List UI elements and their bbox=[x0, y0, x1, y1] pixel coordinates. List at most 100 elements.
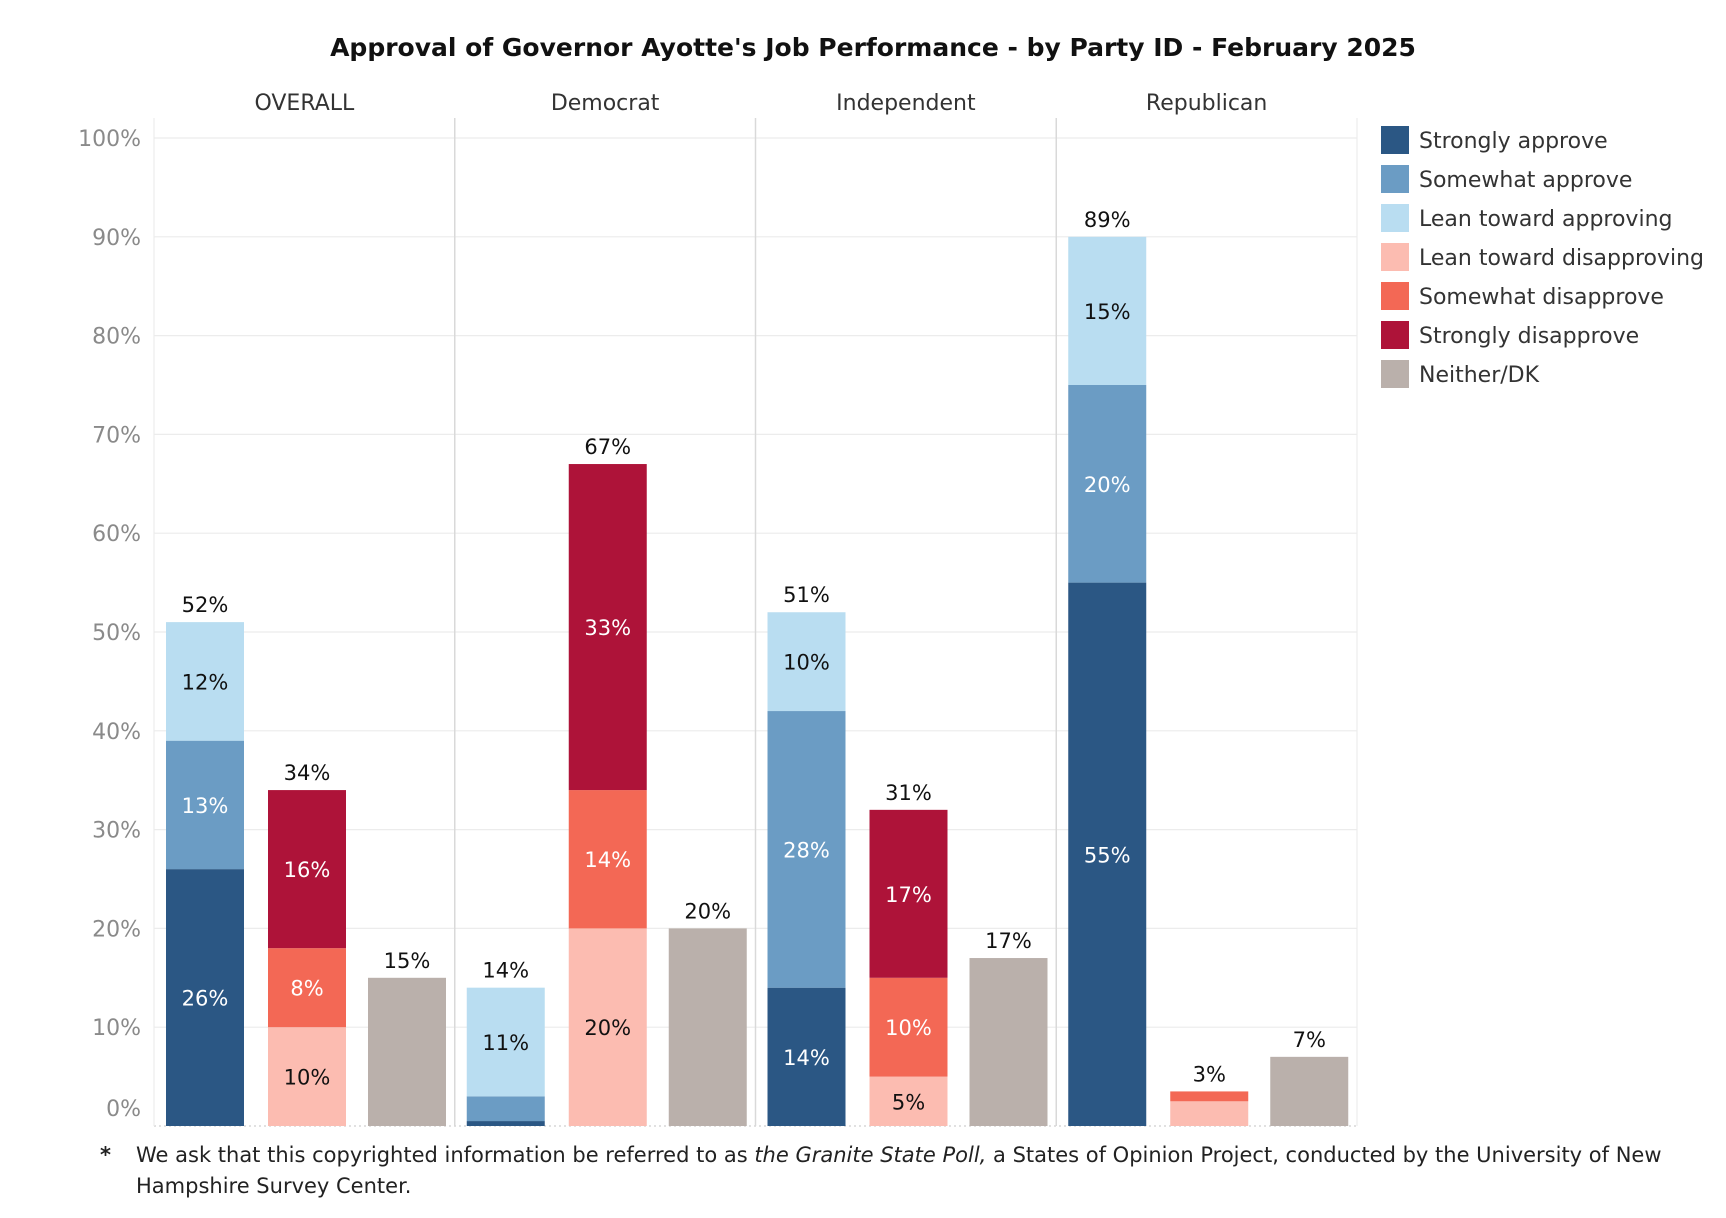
y-tick-10: 10% bbox=[92, 1016, 141, 1041]
y-tick-80: 80% bbox=[92, 325, 141, 350]
footnote-poll-name: the Granite State Poll, bbox=[754, 1143, 987, 1167]
total-label-independent-neither-dk: 17% bbox=[985, 929, 1032, 953]
bar-democrat-lean-toward-approving bbox=[466, 987, 545, 1097]
legend: Strongly approve Somewhat approve Lean tow… bbox=[1381, 126, 1704, 388]
segment-label-democrat-lean-toward-disapproving: 20% bbox=[584, 1016, 631, 1040]
segment-label-overall-strongly-approve: 26% bbox=[182, 987, 229, 1011]
panel-header-independent: Independent bbox=[836, 91, 976, 116]
segment-label-independent-lean-toward-disapproving: 5% bbox=[892, 1090, 925, 1114]
bar-independent-lean-toward-approving bbox=[767, 612, 846, 712]
footnote: * We ask that this copyrighted informati… bbox=[100, 1140, 1670, 1202]
bar-independent-somewhat-approve bbox=[767, 711, 846, 988]
bar-republican-strongly-approve bbox=[1068, 582, 1147, 1126]
segment-label-independent-somewhat-approve: 28% bbox=[783, 838, 830, 862]
segment-label-overall-somewhat-disapprove: 8% bbox=[290, 977, 323, 1001]
segment-label-overall-lean-toward-disapproving: 10% bbox=[284, 1066, 331, 1090]
segment-label-democrat-somewhat-disapprove: 14% bbox=[584, 848, 631, 872]
segment-label-independent-lean-toward-approving: 10% bbox=[783, 651, 830, 675]
chart-title: Approval of Governor Ayotte's Job Perfor… bbox=[330, 33, 1416, 62]
bar-independent-neither-dk bbox=[969, 958, 1048, 1126]
segment-label-republican-strongly-approve: 55% bbox=[1084, 843, 1131, 867]
segment-label-independent-strongly-disapprove: 17% bbox=[885, 883, 932, 907]
legend-label-neither-dk: Neither/DK bbox=[1419, 363, 1540, 388]
segment-label-democrat-lean-toward-approving: 11% bbox=[482, 1031, 529, 1055]
total-label-democrat-neither-dk: 20% bbox=[684, 899, 731, 923]
bar-republican-somewhat-disapprove bbox=[1170, 1091, 1249, 1102]
footnote-star: * bbox=[100, 1143, 111, 1167]
bar-republican-lean-toward-disapproving bbox=[1170, 1101, 1249, 1126]
legend-label-somewhat-disapprove: Somewhat disapprove bbox=[1419, 285, 1664, 310]
legend-swatch-strongly-disapprove bbox=[1381, 321, 1409, 349]
bar-republican-neither-dk bbox=[1270, 1056, 1349, 1126]
total-label-overall-neither-dk: 15% bbox=[384, 949, 431, 973]
y-tick-90: 90% bbox=[92, 226, 141, 251]
footnote-text-before: We ask that this copyrighted information… bbox=[136, 1143, 755, 1167]
y-tick-100: 100% bbox=[78, 127, 141, 152]
chart: Approval of Governor Ayotte's Job Perfor… bbox=[78, 33, 1704, 1127]
bar-independent-somewhat-disapprove bbox=[869, 977, 948, 1077]
bar-democrat-strongly-approve bbox=[466, 1121, 545, 1126]
footnote-text: We ask that this copyrighted information… bbox=[136, 1140, 1670, 1202]
segment-label-overall-somewhat-approve: 13% bbox=[182, 794, 229, 818]
y-tick-50: 50% bbox=[92, 621, 141, 646]
segment-label-independent-strongly-approve: 14% bbox=[783, 1046, 830, 1070]
bar-independent-strongly-disapprove bbox=[869, 809, 948, 978]
bar-democrat-lean-toward-disapproving bbox=[568, 928, 647, 1126]
legend-swatch-somewhat-disapprove bbox=[1381, 282, 1409, 310]
bar-overall-somewhat-approve bbox=[166, 740, 244, 870]
y-tick-60: 60% bbox=[92, 522, 141, 547]
footnote-text-after: a States of Opinion Project, conducted b… bbox=[136, 1143, 1662, 1198]
gridlines bbox=[153, 118, 1358, 1127]
y-axis-ticks: 0% 10% 20% 30% 40% 50% 60% 70% 80% 90% 100% bbox=[78, 127, 141, 1122]
legend-swatch-lean-toward-approving bbox=[1381, 204, 1409, 232]
total-label-republican-disapprove: 3% bbox=[1193, 1062, 1226, 1086]
bar-labels: 26% 13% 12% 52% 10% 8% 16% 34% 15% 11% 14% 20% 14% 33… bbox=[182, 208, 1326, 1115]
panel-header-democrat: Democrat bbox=[551, 91, 660, 116]
y-tick-40: 40% bbox=[92, 720, 141, 745]
y-tick-0: 0% bbox=[106, 1097, 141, 1122]
legend-label-lean-toward-approving: Lean toward approving bbox=[1419, 207, 1672, 232]
bar-overall-strongly-approve bbox=[166, 869, 244, 1126]
total-label-independent-approve: 51% bbox=[783, 583, 830, 607]
y-tick-70: 70% bbox=[92, 423, 141, 448]
legend-label-strongly-approve: Strongly approve bbox=[1419, 129, 1608, 154]
legend-swatch-somewhat-approve bbox=[1381, 165, 1409, 193]
bar-overall-somewhat-disapprove bbox=[268, 948, 346, 1028]
bars bbox=[166, 236, 1349, 1126]
total-label-republican-approve: 89% bbox=[1084, 208, 1131, 232]
segment-label-republican-lean-toward-approving: 15% bbox=[1084, 300, 1131, 324]
y-tick-30: 30% bbox=[92, 819, 141, 844]
panel-header-republican: Republican bbox=[1146, 91, 1267, 116]
legend-swatch-strongly-approve bbox=[1381, 126, 1409, 154]
segment-label-independent-somewhat-disapprove: 10% bbox=[885, 1016, 932, 1040]
bar-republican-somewhat-approve bbox=[1068, 385, 1147, 583]
segment-label-overall-lean-toward-approving: 12% bbox=[182, 670, 229, 694]
segment-label-democrat-strongly-disapprove: 33% bbox=[584, 616, 631, 640]
total-label-independent-disapprove: 31% bbox=[885, 781, 932, 805]
bar-independent-strongly-approve bbox=[767, 987, 846, 1126]
legend-swatch-lean-toward-disapproving bbox=[1381, 243, 1409, 271]
panel-headers: OVERALL Democrat Independent Republican bbox=[254, 91, 1267, 116]
bar-democrat-somewhat-disapprove bbox=[568, 790, 647, 929]
bar-overall-lean-toward-approving bbox=[166, 622, 244, 741]
bar-overall-lean-toward-disapproving bbox=[268, 1027, 346, 1126]
legend-swatch-neither-dk bbox=[1381, 360, 1409, 388]
legend-label-somewhat-approve: Somewhat approve bbox=[1419, 168, 1632, 193]
total-label-republican-neither-dk: 7% bbox=[1293, 1028, 1326, 1052]
bar-democrat-strongly-disapprove bbox=[568, 464, 647, 791]
y-tick-20: 20% bbox=[92, 917, 141, 942]
segment-label-overall-strongly-disapprove: 16% bbox=[284, 858, 331, 882]
bar-overall-neither-dk bbox=[368, 977, 446, 1126]
total-label-overall-disapprove: 34% bbox=[284, 761, 331, 785]
bar-independent-lean-toward-disapproving bbox=[869, 1076, 948, 1126]
total-label-overall-approve: 52% bbox=[182, 593, 229, 617]
legend-label-lean-toward-disapproving: Lean toward disapproving bbox=[1419, 246, 1704, 271]
bar-democrat-somewhat-approve bbox=[466, 1096, 545, 1122]
segment-label-republican-somewhat-approve: 20% bbox=[1084, 473, 1131, 497]
bar-republican-lean-toward-approving bbox=[1068, 236, 1147, 385]
total-label-democrat-disapprove: 67% bbox=[584, 435, 631, 459]
bar-democrat-neither-dk bbox=[668, 928, 747, 1126]
bar-overall-strongly-disapprove bbox=[268, 790, 346, 949]
panel-header-overall: OVERALL bbox=[254, 91, 355, 116]
legend-label-strongly-disapprove: Strongly disapprove bbox=[1419, 324, 1639, 349]
